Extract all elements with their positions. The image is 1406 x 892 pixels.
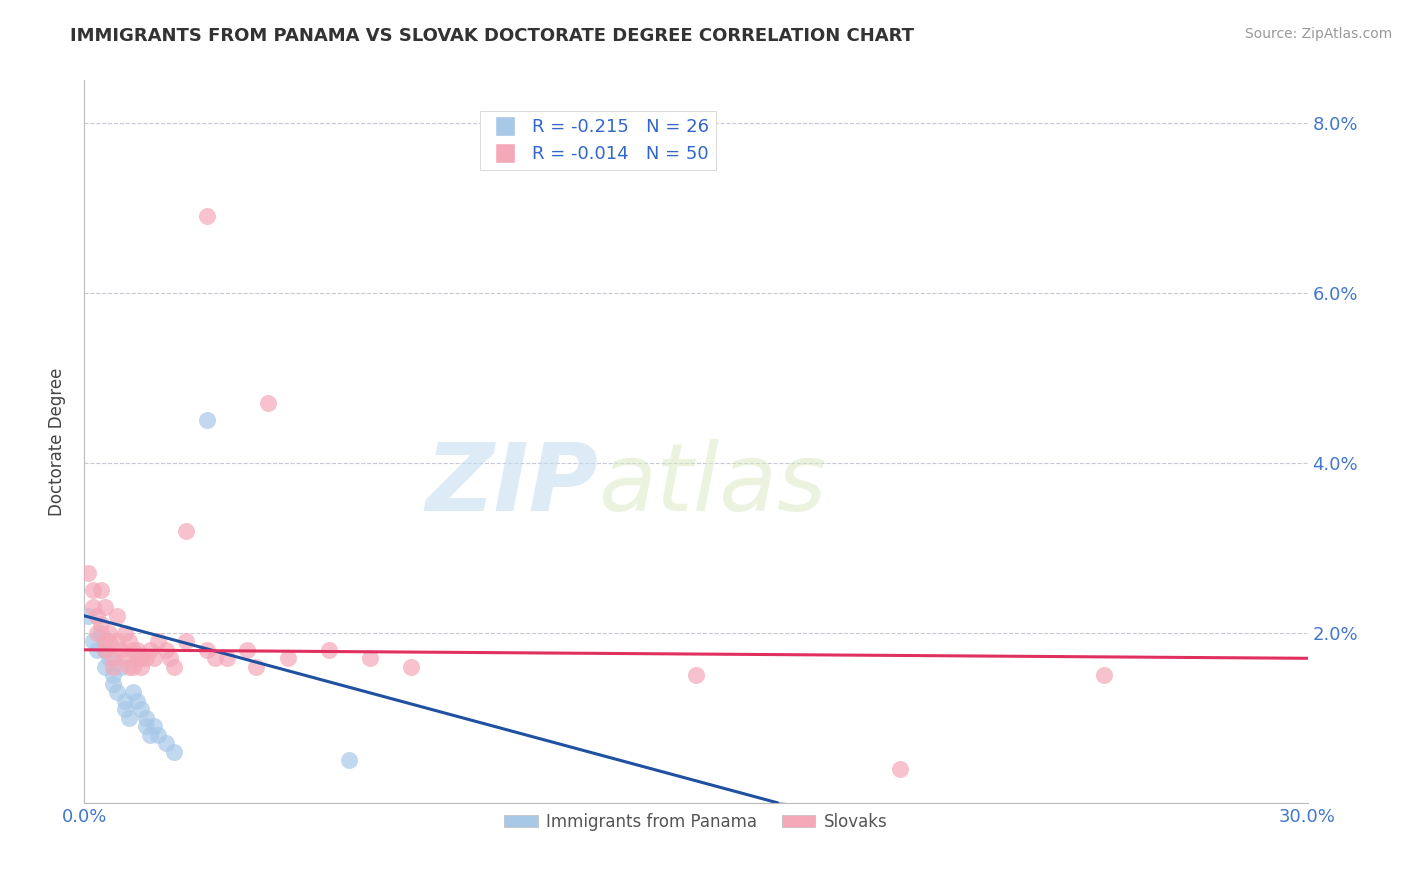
Point [127,642,149,657]
Point [101,651,124,665]
Point [195,209,218,223]
Text: IMMIGRANTS FROM PANAMA VS SLOVAK DOCTORATE DEGREE CORRELATION CHART: IMMIGRANTS FROM PANAMA VS SLOVAK DOCTORA… [70,27,914,45]
Point [127,651,149,665]
Point [174,634,197,648]
Point [135,711,157,725]
Point [155,642,177,657]
Point [77,566,100,581]
Point [101,677,124,691]
Point [127,694,149,708]
Point [131,702,153,716]
Point [142,651,165,665]
Point [114,651,136,665]
Text: atlas: atlas [598,440,827,531]
Point [118,711,141,725]
Point [93,660,115,674]
Point [163,745,186,759]
Point [889,762,911,776]
Point [93,600,115,615]
Point [155,736,177,750]
Y-axis label: Doctorate Degree: Doctorate Degree [48,368,66,516]
Point [174,524,197,538]
Point [135,651,157,665]
Point [159,651,181,665]
Point [245,660,267,674]
Point [93,642,115,657]
Point [114,625,136,640]
Point [77,608,100,623]
Point [122,685,145,699]
Point [277,651,299,665]
Point [105,634,128,648]
Point [90,625,112,640]
Point [101,668,124,682]
Point [93,642,115,657]
Point [138,728,160,742]
Point [135,719,157,733]
Point [90,617,112,632]
Point [82,634,104,648]
Point [236,642,259,657]
Point [82,600,104,615]
Point [86,642,108,657]
Point [685,668,707,682]
Point [399,660,422,674]
Point [97,651,120,665]
Point [110,642,132,657]
Point [97,625,120,640]
Point [82,583,104,598]
Point [195,642,218,657]
Point [118,660,141,674]
Point [257,396,280,410]
Point [86,608,108,623]
Point [114,694,136,708]
Point [142,719,165,733]
Point [359,651,381,665]
Point [122,660,145,674]
Point [1092,668,1115,682]
Point [105,608,128,623]
Point [131,660,153,674]
Point [114,702,136,716]
Point [118,634,141,648]
Point [93,634,115,648]
Point [110,660,132,674]
Point [131,651,153,665]
Point [105,685,128,699]
Point [318,642,340,657]
Point [163,660,186,674]
Point [339,753,361,767]
Text: ZIP: ZIP [425,439,598,531]
Point [101,660,124,674]
Point [204,651,226,665]
Point [122,642,145,657]
Point [146,634,169,648]
Point [90,583,112,598]
Point [138,642,160,657]
Point [97,634,120,648]
Point [195,413,218,427]
Text: Source: ZipAtlas.com: Source: ZipAtlas.com [1244,27,1392,41]
Point [217,651,239,665]
Point [86,625,108,640]
Legend: Immigrants from Panama, Slovaks: Immigrants from Panama, Slovaks [498,806,894,838]
Point [146,728,169,742]
